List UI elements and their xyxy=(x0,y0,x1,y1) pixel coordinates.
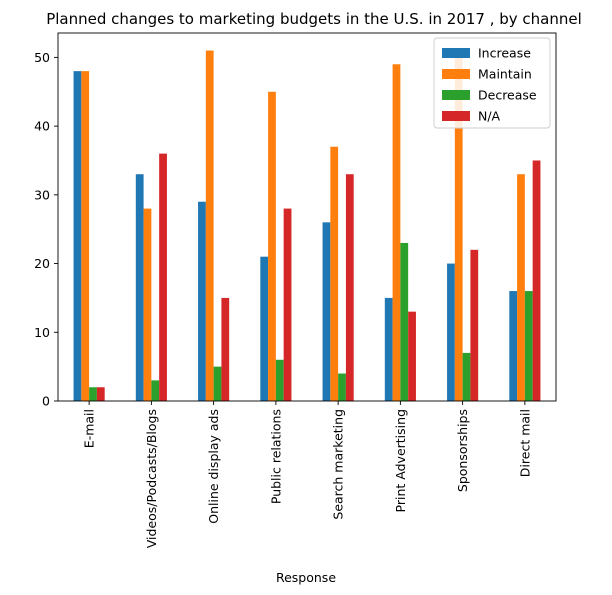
x-tick-label-3: Public relations xyxy=(268,409,283,504)
chart-title: Planned changes to marketing budgets in … xyxy=(46,10,582,28)
bar-n-a-5 xyxy=(408,311,416,401)
x-tick-label-4: Search marketing xyxy=(331,409,346,520)
legend-label-1: Maintain xyxy=(478,67,532,82)
bar-increase-5 xyxy=(384,297,393,401)
bar-decrease-2 xyxy=(213,366,222,401)
bar-decrease-0 xyxy=(89,387,97,401)
legend-label-2: Decrease xyxy=(478,88,537,103)
legend-box xyxy=(433,37,551,129)
legend-swatch-1 xyxy=(442,69,470,79)
bar-increase-7 xyxy=(509,291,518,401)
bar-decrease-1 xyxy=(151,380,160,401)
x-tick-label-5: Print Advertising xyxy=(393,409,408,512)
bar-increase-4 xyxy=(322,222,331,401)
x-tick-label-2: Online display ads xyxy=(206,409,221,524)
bar-n-a-4 xyxy=(345,174,354,401)
bar-increase-0 xyxy=(73,71,82,401)
bar-n-a-7 xyxy=(532,160,541,401)
x-tick-label-7: Direct mail xyxy=(517,409,532,477)
legend-swatch-3 xyxy=(442,111,470,121)
bar-increase-1 xyxy=(135,174,144,401)
bar-maintain-4 xyxy=(330,146,339,401)
legend: Increase Maintain Decrease N/A xyxy=(433,37,551,129)
bar-maintain-1 xyxy=(143,208,152,401)
bar-n-a-0 xyxy=(96,387,105,401)
legend-label-3: N/A xyxy=(478,109,501,124)
axes-group: 0 10 20 30 40 50 E-mail Videos/Podcasts/Blogs On… xyxy=(34,32,557,548)
bar-maintain-3 xyxy=(268,91,276,401)
bar-maintain-0 xyxy=(81,71,90,401)
bar-decrease-6 xyxy=(462,352,471,401)
legend-label-0: Increase xyxy=(478,46,531,61)
bar-increase-6 xyxy=(447,263,455,401)
plot-frame xyxy=(57,32,557,402)
bar-decrease-5 xyxy=(400,242,409,401)
bar-maintain-5 xyxy=(392,64,401,402)
bar-n-a-2 xyxy=(221,297,230,401)
x-axis-label: Response xyxy=(276,570,336,585)
legend-swatch-2 xyxy=(442,90,470,100)
y-tick-label-4: 40 xyxy=(34,119,50,134)
bars-group xyxy=(73,50,541,402)
bar-increase-2 xyxy=(198,201,206,401)
bar-n-a-3 xyxy=(283,208,292,401)
bar-maintain-7 xyxy=(517,174,525,401)
x-tick-label-0: E-mail xyxy=(82,409,97,448)
y-tick-label-1: 10 xyxy=(34,325,50,340)
y-tick-label-2: 20 xyxy=(34,256,50,271)
x-tick-label-6: Sponsorships xyxy=(455,409,470,492)
bar-decrease-3 xyxy=(275,359,284,401)
bar-maintain-2 xyxy=(205,50,214,402)
bar-maintain-6 xyxy=(454,50,463,402)
bar-n-a-6 xyxy=(470,249,479,401)
y-tick-label-0: 0 xyxy=(42,394,50,409)
x-tick-label-1: Videos/Podcasts/Blogs xyxy=(144,409,159,548)
bar-decrease-4 xyxy=(338,373,346,401)
y-tick-label-3: 30 xyxy=(34,187,50,202)
y-tick-label-5: 50 xyxy=(34,50,50,65)
bar-increase-3 xyxy=(260,256,269,401)
bar-decrease-7 xyxy=(524,291,533,401)
bar-n-a-1 xyxy=(159,153,167,401)
legend-swatch-0 xyxy=(442,48,470,58)
